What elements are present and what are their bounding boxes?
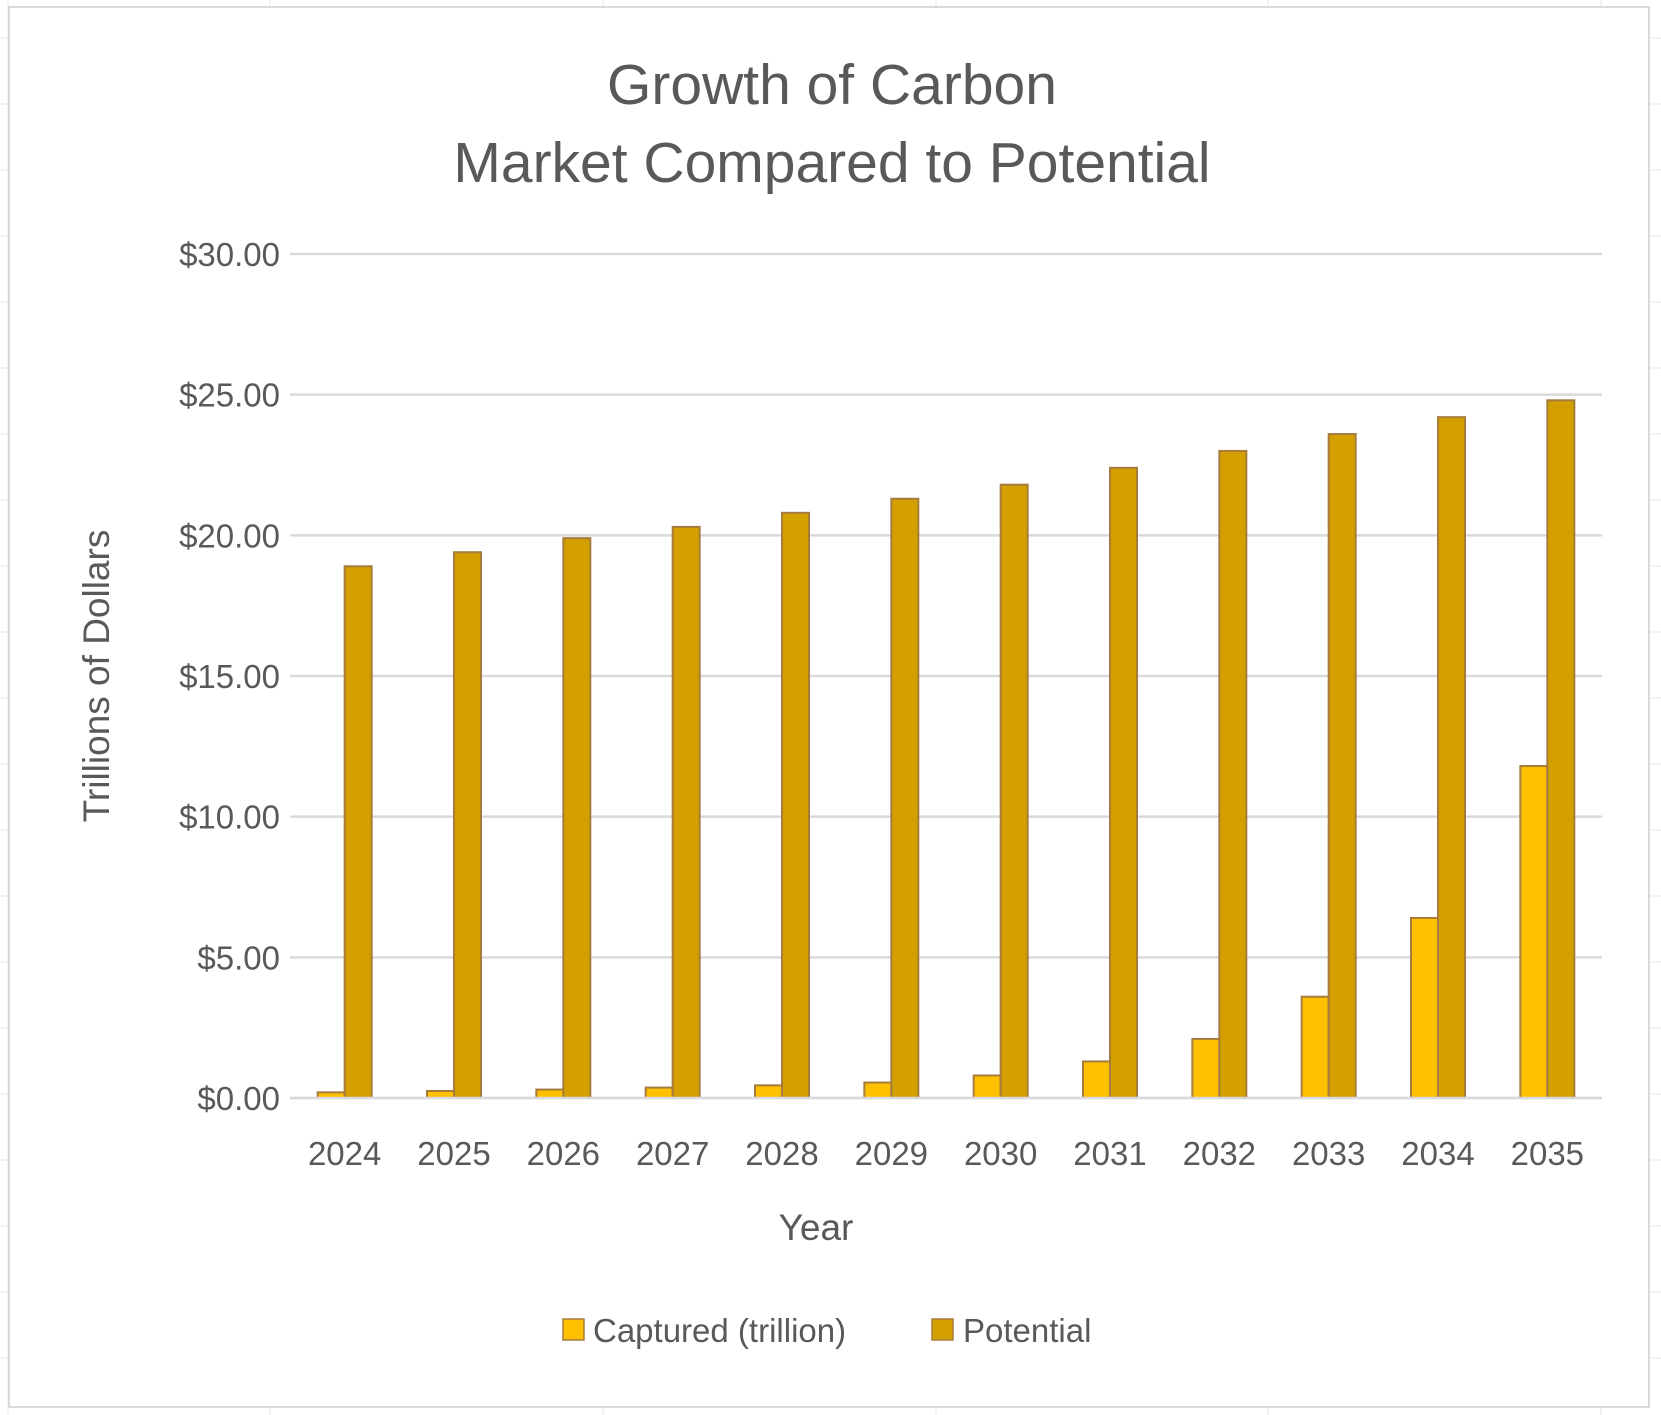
bar-potential[interactable] — [343, 565, 373, 1099]
bar-captured[interactable] — [863, 1081, 893, 1099]
x-tick-label: 2026 — [527, 1135, 600, 1172]
bar-potential[interactable] — [1437, 416, 1466, 1099]
y-tick-label: $10.00 — [179, 799, 280, 836]
x-tick-label: 2025 — [417, 1135, 490, 1172]
bar-potential[interactable] — [890, 497, 920, 1099]
chart-title-line-1: Growth of Carbon — [607, 53, 1057, 117]
bar-captured[interactable] — [754, 1084, 783, 1099]
y-axis-title: Trillions of Dollars — [76, 530, 117, 823]
y-axis-tick-labels: $0.00 $5.00 $10.00 $15.00 $20.00 $25.00 $30.00 — [179, 236, 280, 1117]
y-tick-label: $20.00 — [179, 517, 280, 554]
y-tick-label: $25.00 — [179, 377, 280, 414]
bar-potential[interactable] — [1546, 399, 1576, 1099]
chart-svg: Growth of Carbon Market Compared to Pote… — [76, 53, 1602, 1349]
bar-potential[interactable] — [999, 483, 1029, 1099]
x-axis-title: Year — [779, 1207, 854, 1248]
bar-captured[interactable] — [972, 1074, 1002, 1099]
gridlines — [290, 252, 1602, 1100]
x-tick-label: 2033 — [1292, 1135, 1365, 1172]
x-tick-label: 2035 — [1511, 1135, 1584, 1172]
y-tick-label: $5.00 — [197, 939, 280, 976]
x-tick-label: 2028 — [745, 1135, 818, 1172]
bar-captured[interactable] — [535, 1088, 565, 1100]
bar-potential[interactable] — [562, 537, 592, 1099]
bar-potential[interactable] — [781, 511, 810, 1099]
x-tick-label: 2024 — [308, 1135, 381, 1172]
bars — [290, 399, 1602, 1100]
legend-label-captured: Captured (trillion) — [593, 1312, 846, 1349]
bar-captured[interactable] — [644, 1086, 674, 1100]
chart-title-line-2: Market Compared to Potential — [453, 131, 1210, 195]
y-tick-label: $0.00 — [197, 1080, 280, 1117]
legend-label-potential: Potential — [963, 1312, 1091, 1349]
x-tick-label: 2032 — [1183, 1135, 1256, 1172]
bar-captured[interactable] — [1410, 916, 1439, 1099]
bar-captured[interactable] — [1082, 1060, 1111, 1099]
x-axis-tick-labels: 2024 2025 2026 2027 2028 2029 2030 2031 2032 2033… — [308, 1135, 1584, 1172]
y-tick-label: $30.00 — [179, 236, 280, 273]
legend: Captured (trillion) Potential — [562, 1312, 1091, 1349]
bar-captured[interactable] — [1519, 765, 1549, 1099]
x-tick-label: 2034 — [1401, 1135, 1474, 1172]
x-tick-label: 2027 — [636, 1135, 709, 1172]
bar-captured[interactable] — [1191, 1037, 1221, 1100]
bar-potential[interactable] — [1109, 466, 1138, 1099]
x-tick-label: 2030 — [964, 1135, 1037, 1172]
bar-potential[interactable] — [1218, 449, 1248, 1099]
bar-potential[interactable] — [671, 525, 701, 1099]
legend-swatch-potential — [931, 1318, 954, 1341]
bar-potential[interactable] — [453, 551, 482, 1099]
legend-swatch-captured — [562, 1318, 585, 1341]
chart-area[interactable]: Growth of Carbon Market Compared to Pote… — [8, 6, 1650, 1408]
bar-potential[interactable] — [1327, 433, 1357, 1099]
y-tick-label: $15.00 — [179, 658, 280, 695]
bar-captured[interactable] — [1300, 995, 1330, 1099]
x-tick-label: 2029 — [855, 1135, 928, 1172]
x-tick-label: 2031 — [1073, 1135, 1146, 1172]
